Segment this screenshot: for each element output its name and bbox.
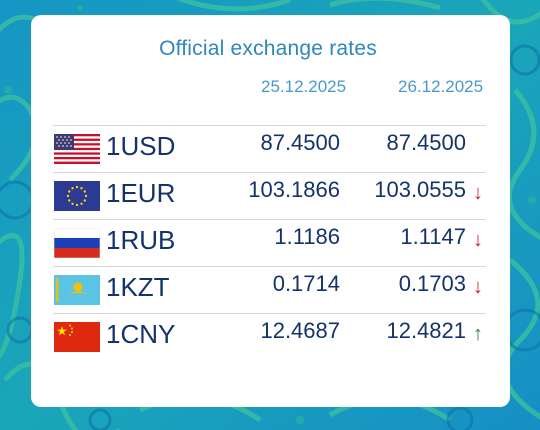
usa-flag-icon bbox=[54, 134, 100, 164]
kazakhstan-flag-icon bbox=[54, 275, 100, 305]
eu-flag-icon bbox=[54, 181, 100, 211]
rate-date-2: 87.4500 bbox=[386, 130, 466, 155]
trend-down-icon: ↓ bbox=[473, 182, 483, 204]
exchange-rates-card: Official exchange rates 25.12.2025 26.12… bbox=[31, 15, 510, 407]
rate-row-usd: 1USD 87.4500 87.4500 bbox=[53, 125, 486, 172]
rate-date-1: 0.1714 bbox=[272, 271, 340, 296]
rate-date-1: 87.4500 bbox=[260, 130, 340, 155]
rate-date-2: 1.1147 bbox=[400, 224, 466, 249]
currency-code: 1RUB bbox=[106, 225, 176, 255]
rate-date-2: 12.4821 bbox=[386, 318, 466, 343]
china-flag-icon bbox=[54, 322, 100, 352]
russia-flag-icon bbox=[54, 228, 100, 258]
rate-date-2: 103.0555 bbox=[374, 177, 466, 202]
date-column-1: 25.12.2025 bbox=[261, 77, 347, 96]
trend-down-icon: ↓ bbox=[473, 276, 483, 298]
rate-row-kzt: 1KZT 0.1714 0.1703 ↓ bbox=[53, 266, 486, 313]
trend-down-icon: ↓ bbox=[473, 229, 483, 251]
trend-up-icon: ↑ bbox=[473, 323, 483, 345]
date-column-2: 26.12.2025 bbox=[398, 77, 484, 96]
rate-row-cny: 1CNY 12.4687 12.4821 ↑ bbox=[53, 313, 486, 360]
card-title: Official exchange rates bbox=[159, 37, 377, 60]
rate-date-2: 0.1703 bbox=[398, 271, 466, 296]
rate-date-1: 103.1866 bbox=[248, 177, 340, 202]
currency-code: 1USD bbox=[106, 131, 176, 161]
currency-code: 1CNY bbox=[106, 319, 176, 349]
currency-code: 1KZT bbox=[106, 272, 170, 302]
rate-date-1: 12.4687 bbox=[260, 318, 340, 343]
rate-date-1: 1.1186 bbox=[274, 224, 340, 249]
currency-code: 1EUR bbox=[106, 178, 176, 208]
rate-row-eur: 1EUR 103.1866 103.0555 ↓ bbox=[53, 172, 486, 219]
rate-row-rub: 1RUB 1.1186 1.1147 ↓ bbox=[53, 219, 486, 266]
